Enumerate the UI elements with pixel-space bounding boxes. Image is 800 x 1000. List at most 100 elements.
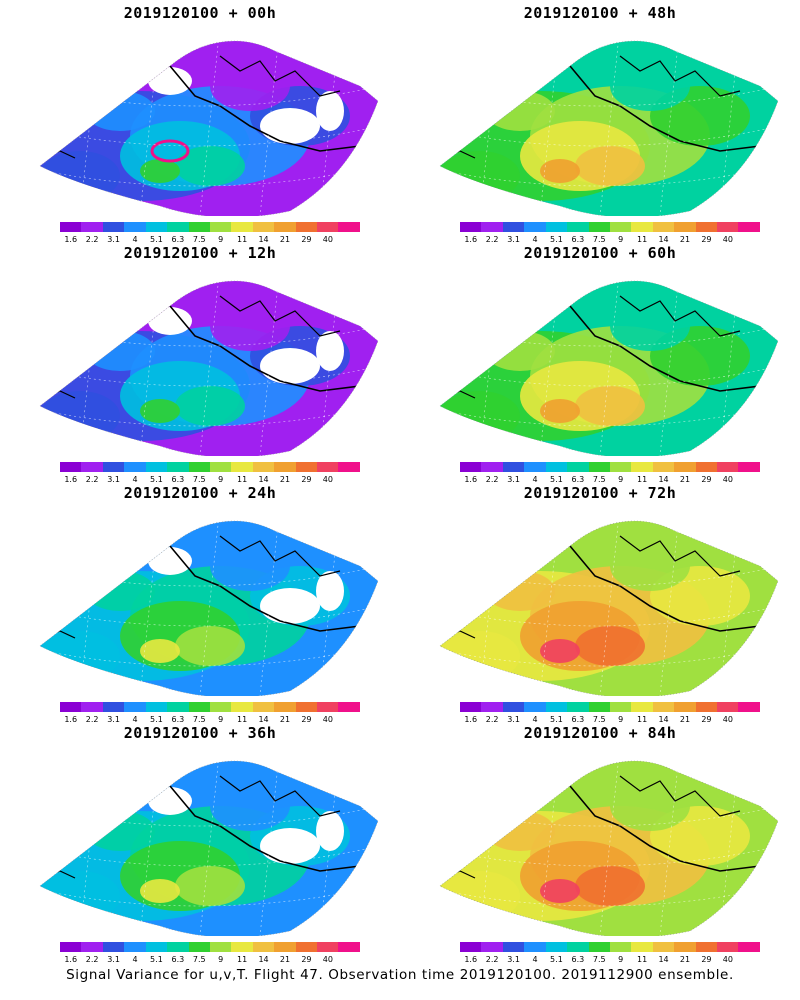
colorbar-labels: 1.6 2.2 3.1 4 5.1 6.3 7.5 9 11 14 21 29 40 bbox=[460, 715, 760, 725]
colorbar-swatch bbox=[524, 222, 546, 232]
colorbar-tick-label: 4 bbox=[532, 715, 538, 724]
colorbar-tick-label: 40 bbox=[322, 955, 333, 964]
colorbar-swatch bbox=[738, 462, 760, 472]
colorbar-tick-label: 11 bbox=[637, 715, 648, 724]
colorbar-swatch bbox=[524, 942, 546, 952]
panel-title: 2019120100 + 12h bbox=[123, 244, 277, 262]
panel-title: 2019120100 + 24h bbox=[123, 484, 277, 502]
colorbar-tick-label: 1.6 bbox=[464, 235, 478, 244]
colorbar-tick-label: 11 bbox=[237, 235, 248, 244]
colorbar-tick-label: 21 bbox=[679, 475, 691, 484]
colorbar-swatch bbox=[502, 702, 525, 712]
colorbar-swatch bbox=[124, 942, 146, 952]
colorbar-tick-label: 6.3 bbox=[571, 715, 585, 724]
colorbar-labels: 1.6 2.2 3.1 4 5.1 6.3 7.5 9 11 14 21 29 40 bbox=[460, 475, 760, 485]
colorbar-swatch bbox=[738, 702, 760, 712]
colorbar-tick-label: 14 bbox=[258, 235, 269, 244]
colorbar-swatch bbox=[317, 462, 339, 472]
colorbar-tick-label: 1.6 bbox=[464, 955, 478, 964]
colorbar-tick-label: 11 bbox=[237, 715, 248, 724]
colorbar-swatch bbox=[209, 222, 232, 232]
colorbar-swatch bbox=[338, 222, 360, 232]
colorbar-tick-label: 4 bbox=[132, 715, 138, 724]
colorbar-swatch bbox=[188, 462, 210, 472]
colorbar-swatch bbox=[631, 462, 653, 472]
colorbar-swatch bbox=[695, 222, 718, 232]
panel-title: 2019120100 + 84h bbox=[523, 724, 677, 742]
colorbar-tick-label: 7.5 bbox=[592, 955, 606, 964]
colorbar-tick-label: 29 bbox=[701, 955, 712, 964]
colorbar-tick-label: 11 bbox=[637, 955, 648, 964]
colorbar-swatch bbox=[295, 462, 318, 472]
colorbar-swatch bbox=[167, 462, 189, 472]
colorbar bbox=[460, 942, 760, 952]
colorbar-swatch bbox=[738, 942, 760, 952]
colorbar-swatch bbox=[460, 942, 482, 952]
colorbar-tick-label: 40 bbox=[722, 235, 733, 244]
colorbar bbox=[60, 942, 360, 952]
colorbar-tick-label: 9 bbox=[618, 475, 624, 484]
variance-map bbox=[39, 40, 379, 216]
colorbar-swatch bbox=[167, 702, 189, 712]
colorbar-tick-label: 5.1 bbox=[550, 235, 563, 244]
colorbar-tick-label: 6.3 bbox=[171, 955, 185, 964]
colorbar-labels: 1.6 2.2 3.1 4 5.1 6.3 7.5 9 11 14 21 29 40 bbox=[60, 475, 360, 485]
colorbar-tick-label: 29 bbox=[301, 715, 312, 724]
colorbar-swatch bbox=[652, 462, 675, 472]
colorbar-tick-label: 1.6 bbox=[64, 235, 78, 244]
colorbar-swatch bbox=[545, 462, 568, 472]
colorbar-swatch bbox=[231, 462, 253, 472]
map-panel: 2019120100 + 84h 1.6 2.2 3.1 4 5.1 6.3 7.5 9 11 14… bbox=[400, 720, 800, 965]
colorbar-swatch bbox=[167, 942, 189, 952]
colorbar-tick-label: 14 bbox=[258, 955, 269, 964]
colorbar-tick-label: 29 bbox=[301, 475, 312, 484]
colorbar bbox=[460, 222, 760, 232]
colorbar-swatch bbox=[460, 222, 482, 232]
colorbar-tick-label: 5.1 bbox=[150, 955, 163, 964]
colorbar-swatch bbox=[674, 942, 696, 952]
colorbar-tick-label: 40 bbox=[322, 235, 333, 244]
colorbar-swatch bbox=[252, 942, 275, 952]
colorbar-swatch bbox=[252, 702, 275, 712]
colorbar-swatch bbox=[338, 462, 360, 472]
colorbar-tick-label: 40 bbox=[322, 715, 333, 724]
colorbar-tick-label: 7.5 bbox=[192, 475, 206, 484]
colorbar-swatch bbox=[209, 702, 232, 712]
colorbar-swatch bbox=[317, 222, 339, 232]
colorbar-tick-label: 2.2 bbox=[85, 475, 99, 484]
colorbar-swatch bbox=[188, 942, 210, 952]
colorbar-swatch bbox=[695, 702, 718, 712]
colorbar-tick-label: 40 bbox=[722, 475, 733, 484]
colorbar-swatch bbox=[738, 222, 760, 232]
colorbar-swatch bbox=[295, 942, 318, 952]
colorbar-swatch bbox=[338, 942, 360, 952]
colorbar-swatch bbox=[231, 222, 253, 232]
colorbar-tick-label: 5.1 bbox=[550, 955, 563, 964]
colorbar-swatch bbox=[209, 462, 232, 472]
variance-map bbox=[39, 760, 379, 936]
colorbar-labels: 1.6 2.2 3.1 4 5.1 6.3 7.5 9 11 14 21 29 40 bbox=[60, 715, 360, 725]
colorbar bbox=[60, 462, 360, 472]
colorbar-tick-label: 21 bbox=[679, 235, 691, 244]
colorbar-swatch bbox=[609, 462, 632, 472]
colorbar-swatch bbox=[81, 462, 103, 472]
colorbar-tick-label: 6.3 bbox=[571, 235, 585, 244]
colorbar-swatch bbox=[717, 702, 739, 712]
colorbar-swatch bbox=[145, 462, 168, 472]
colorbar-swatch bbox=[274, 462, 296, 472]
colorbar-tick-label: 9 bbox=[618, 235, 624, 244]
colorbar-swatch bbox=[717, 942, 739, 952]
colorbar-tick-label: 2.2 bbox=[85, 235, 99, 244]
colorbar-tick-label: 7.5 bbox=[192, 955, 206, 964]
colorbar-swatch bbox=[274, 942, 296, 952]
colorbar-swatch bbox=[588, 942, 610, 952]
colorbar-tick-label: 5.1 bbox=[150, 235, 163, 244]
map-panel: 2019120100 + 00h 1.6 2.2 3.1 4 5.1 6.3 7.5 9 11 14… bbox=[0, 0, 400, 245]
colorbar-tick-label: 5.1 bbox=[550, 475, 563, 484]
colorbar-swatch bbox=[567, 222, 589, 232]
colorbar-swatch bbox=[295, 222, 318, 232]
colorbar-tick-label: 14 bbox=[258, 475, 269, 484]
colorbar-tick-label: 29 bbox=[701, 475, 712, 484]
map-panel: 2019120100 + 12h 1.6 2.2 3.1 4 5.1 6.3 7.5 9 11 14… bbox=[0, 240, 400, 485]
colorbar bbox=[60, 222, 360, 232]
